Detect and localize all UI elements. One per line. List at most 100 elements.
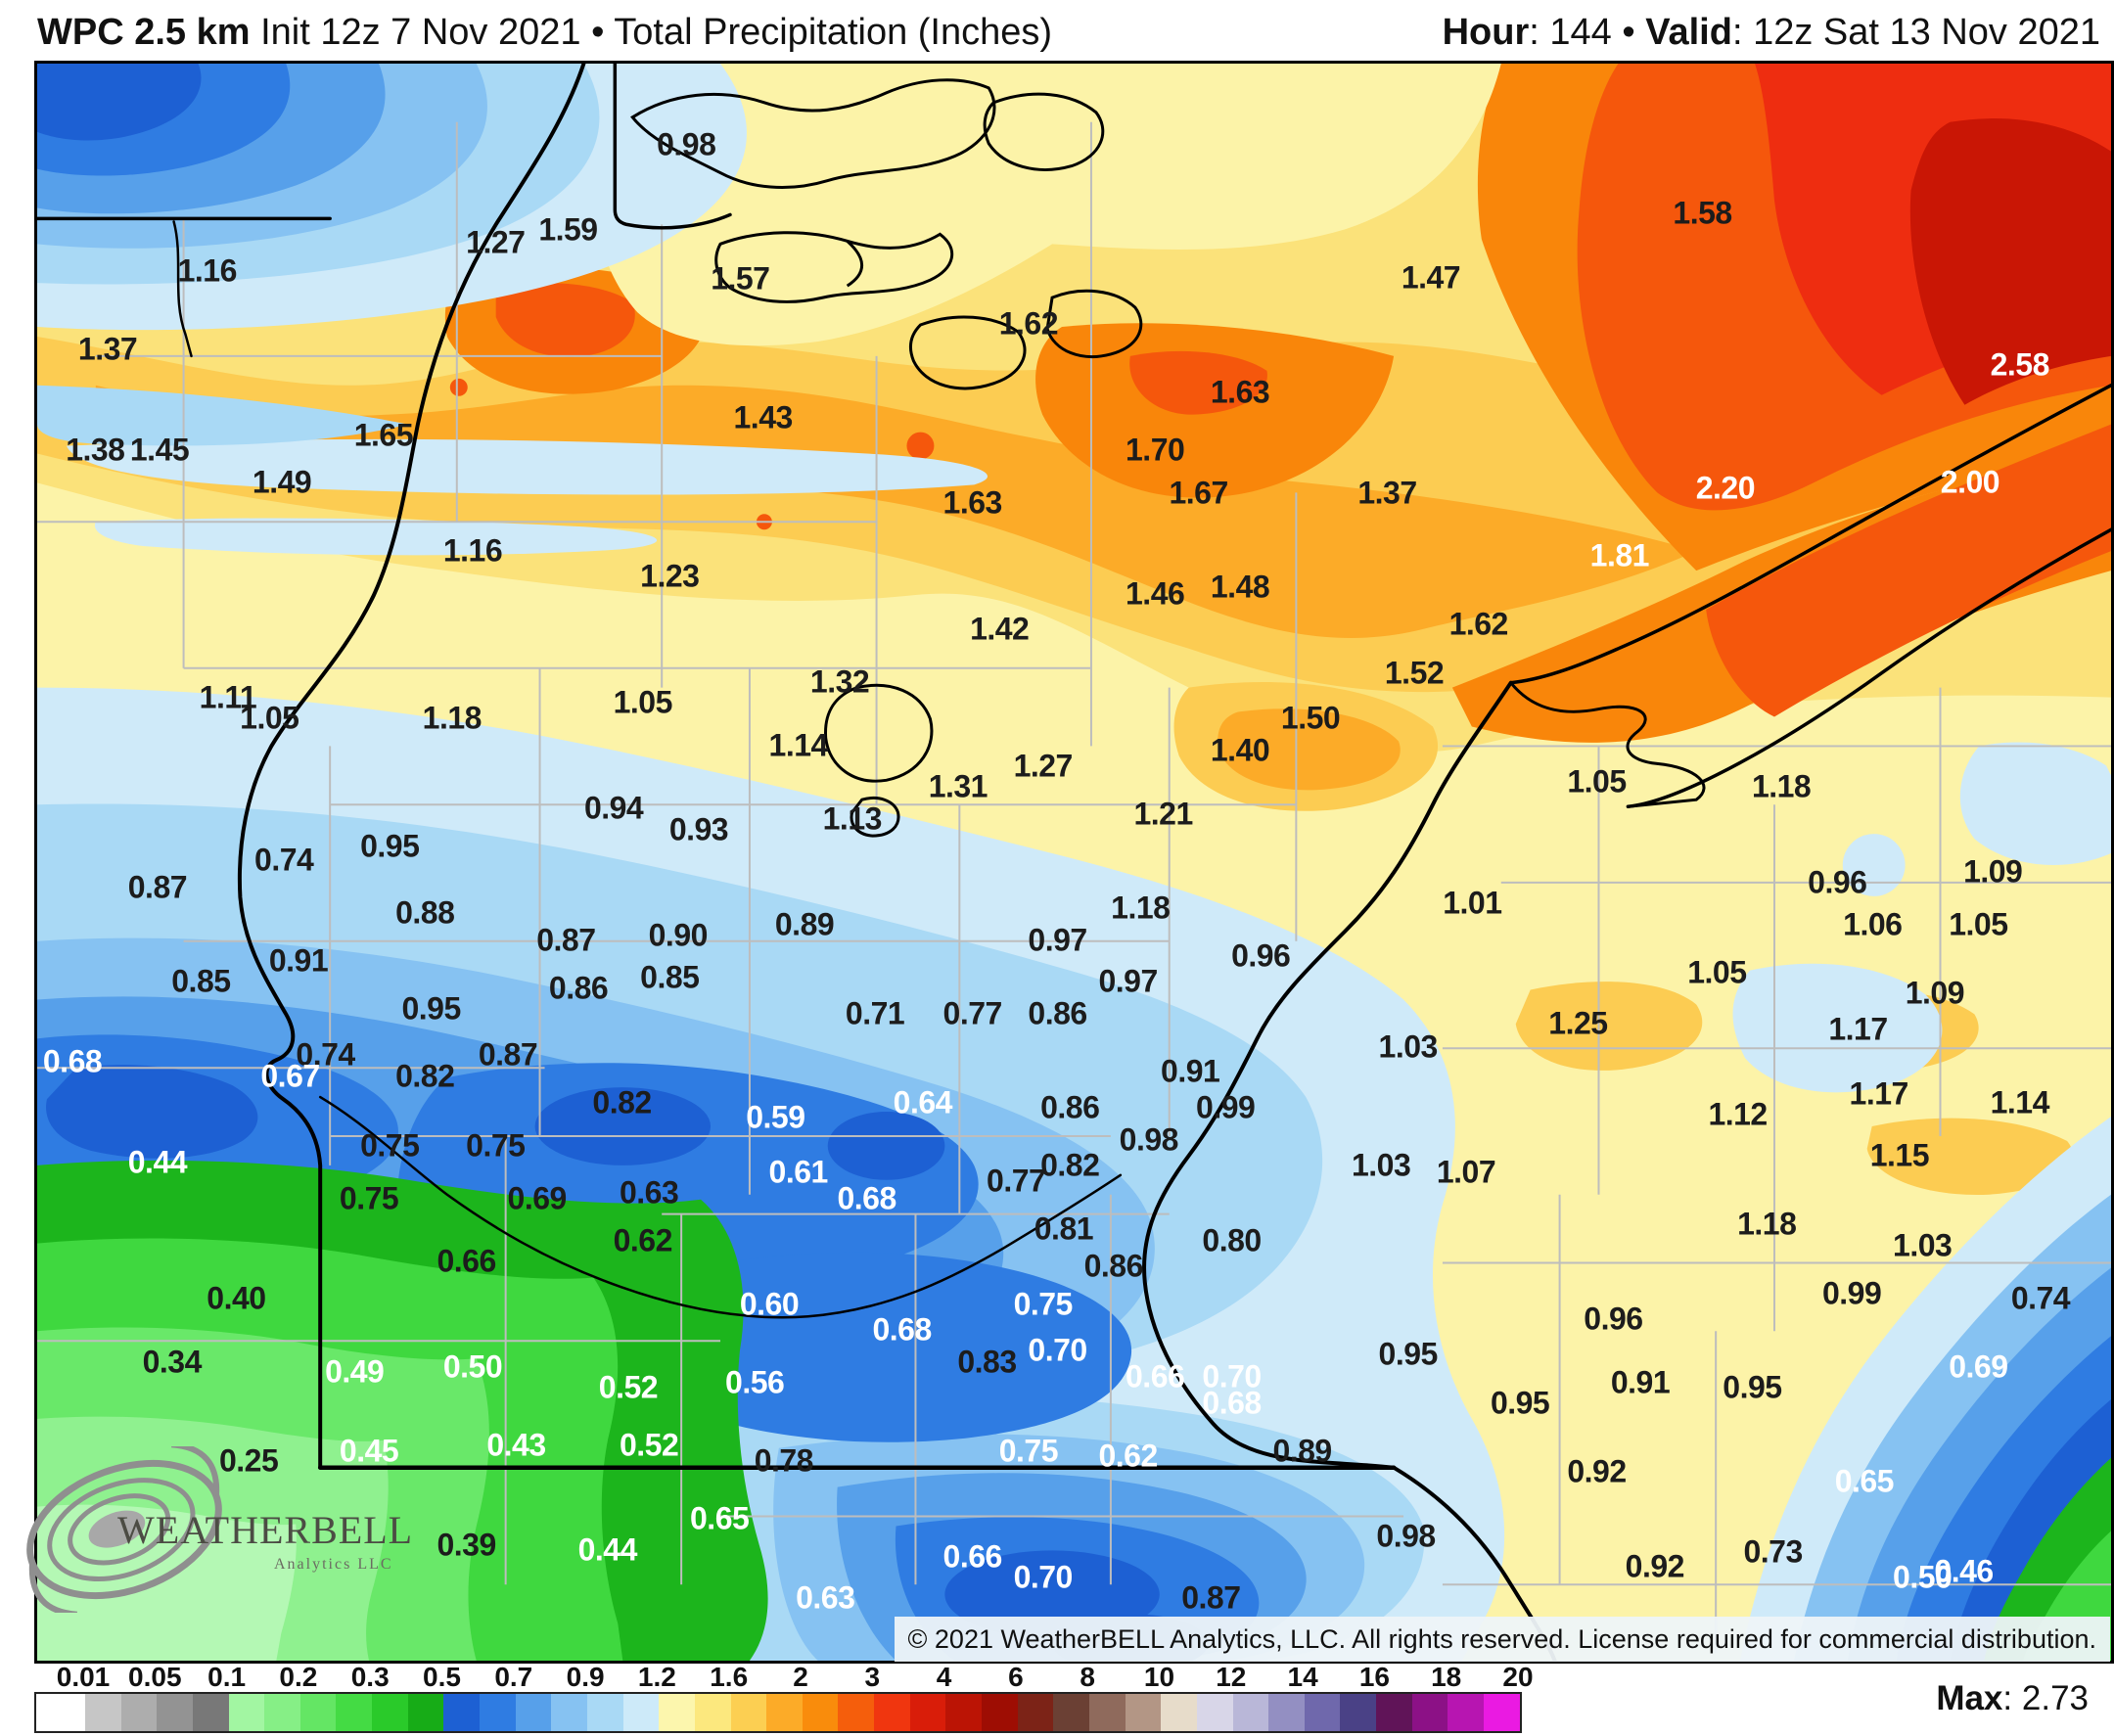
precip-value-label: 1.49 xyxy=(252,464,312,500)
precip-value-label: 1.09 xyxy=(1905,975,1965,1011)
precip-value-label: 1.42 xyxy=(970,611,1030,647)
legend-cell xyxy=(299,1694,337,1731)
legend-cell xyxy=(622,1694,660,1731)
colon: : xyxy=(1731,12,1743,53)
precip-value-label: 0.56 xyxy=(725,1364,785,1400)
colon: : xyxy=(1529,12,1540,53)
legend-cell xyxy=(659,1694,695,1731)
precip-value-label: 0.68 xyxy=(872,1311,932,1348)
legend-cell xyxy=(228,1694,265,1731)
precip-value-label: 0.96 xyxy=(1584,1301,1643,1337)
precip-value-label: 0.95 xyxy=(401,990,461,1027)
precip-value-label: 1.05 xyxy=(613,684,673,720)
legend-tick: 14 xyxy=(1287,1662,1318,1692)
precip-value-label: 1.62 xyxy=(998,305,1059,342)
precip-value-label: 0.61 xyxy=(768,1154,829,1190)
lake-outlines xyxy=(630,78,1143,838)
precip-value-label: 1.18 xyxy=(1751,768,1812,804)
precip-value-label: 0.71 xyxy=(845,995,905,1031)
precip-value-label: 0.91 xyxy=(1161,1053,1220,1089)
precip-value-label: 0.49 xyxy=(325,1353,385,1390)
precip-value-label: 0.74 xyxy=(254,842,314,878)
precip-value-label: 0.74 xyxy=(2010,1280,2071,1316)
precip-value-label: 0.87 xyxy=(127,869,188,905)
county-lines xyxy=(37,121,2111,1654)
precip-value-label: 0.70 xyxy=(1013,1559,1074,1595)
precip-value-label: 1.15 xyxy=(1869,1137,1930,1173)
legend-tick: 0.7 xyxy=(494,1662,533,1692)
precip-value-label: 0.86 xyxy=(1028,995,1087,1031)
legend-cell xyxy=(1232,1694,1269,1731)
valid-time-info: Hour: 144 • Valid: 12z Sat 13 Nov 2021 xyxy=(1443,12,2100,54)
legend-tick: 18 xyxy=(1431,1662,1462,1692)
legend-cell xyxy=(945,1694,983,1731)
init-time: Init 12z 7 Nov 2021 xyxy=(260,12,581,53)
precip-value-label: 1.17 xyxy=(1849,1075,1909,1112)
legend-cell xyxy=(336,1694,373,1731)
precip-value-label: 1.05 xyxy=(1687,954,1747,990)
precip-value-label: 0.69 xyxy=(507,1180,568,1216)
precip-value-label: 1.14 xyxy=(1990,1084,2050,1120)
legend-cell xyxy=(480,1694,516,1731)
precip-value-label: 0.78 xyxy=(754,1442,814,1479)
precip-value-label: 1.21 xyxy=(1133,796,1193,832)
precip-value-label: 0.50 xyxy=(1893,1559,1953,1595)
valid-label: Valid xyxy=(1645,12,1732,53)
precip-value-label: 1.37 xyxy=(1357,475,1417,511)
precip-value-label: 1.16 xyxy=(177,252,238,289)
precip-value-label: 0.91 xyxy=(268,942,329,979)
precip-value-label: 0.96 xyxy=(1808,864,1867,900)
precip-value-label: 0.90 xyxy=(648,917,709,953)
product-title: WPC 2.5 km Init 12z 7 Nov 2021 • Total P… xyxy=(37,12,1052,54)
precip-value-label: 1.25 xyxy=(1548,1005,1608,1041)
precip-value-label: 0.98 xyxy=(657,126,716,162)
precip-value-label: 0.81 xyxy=(1034,1211,1094,1247)
legend-tick-labels: 0.01 0.05 0.1 0.2 0.3 0.5 0.7 0.9 1.2 1.6 2 3 4 6 8 10 1… xyxy=(34,1662,1561,1692)
copyright-notice: © 2021 WeatherBELL Analytics, LLC. All r… xyxy=(894,1617,2110,1662)
precip-value-label: 1.50 xyxy=(1280,700,1341,736)
precip-value-label: 0.64 xyxy=(893,1084,953,1120)
legend-cell xyxy=(36,1694,85,1731)
precip-value-label: 0.40 xyxy=(207,1280,266,1316)
hour-label: Hour xyxy=(1442,12,1530,53)
precip-value-label: 0.65 xyxy=(1834,1463,1895,1499)
max-value-readout: Max: 2.73 xyxy=(1936,1679,2089,1718)
precip-value-label: 0.75 xyxy=(339,1180,399,1216)
precip-value-label: 0.95 xyxy=(1378,1336,1439,1372)
precip-value-label: 0.70 xyxy=(1202,1358,1262,1393)
precip-value-label: 0.62 xyxy=(613,1222,673,1258)
legend-cell xyxy=(982,1694,1018,1731)
precip-value-label: 1.01 xyxy=(1443,885,1502,921)
legend-cell xyxy=(264,1694,300,1731)
bullet-separator: • xyxy=(1622,12,1635,53)
legend-cell xyxy=(85,1694,121,1731)
precip-value-label: 0.92 xyxy=(1567,1453,1627,1489)
legend-cell xyxy=(120,1694,158,1731)
precip-value-label: 0.68 xyxy=(42,1043,103,1079)
precip-value-label: 1.63 xyxy=(942,484,1003,521)
precip-value-label: 0.95 xyxy=(1490,1385,1550,1421)
precip-value-label: 1.37 xyxy=(77,331,138,367)
precip-value-label: 1.18 xyxy=(1737,1206,1797,1242)
precip-value-label: 0.62 xyxy=(1098,1438,1158,1474)
precip-value-label: 1.47 xyxy=(1401,259,1461,296)
precip-value-label: 0.77 xyxy=(987,1163,1046,1199)
legend-tick: 1.6 xyxy=(710,1662,749,1692)
legend-tick: 6 xyxy=(1008,1662,1024,1692)
precip-value-label: 1.59 xyxy=(538,211,598,248)
legend-tick: 20 xyxy=(1502,1662,1534,1692)
precip-value-label: 1.13 xyxy=(822,800,883,837)
precip-value-label: 0.74 xyxy=(296,1036,355,1073)
precip-value-label: 0.99 xyxy=(1196,1089,1256,1125)
precip-value-label: 1.67 xyxy=(1169,475,1228,511)
precip-value-label: 2.20 xyxy=(1695,470,1756,506)
precip-value-label: 0.66 xyxy=(942,1538,1003,1575)
precip-value-label: 1.23 xyxy=(640,558,700,594)
legend-cell xyxy=(766,1694,803,1731)
precip-value-label: 0.92 xyxy=(1625,1548,1685,1584)
precip-value-label: 0.43 xyxy=(486,1427,546,1463)
legend-cell xyxy=(1017,1694,1054,1731)
max-label: Max xyxy=(1936,1679,2003,1717)
precip-value-label: 1.03 xyxy=(1351,1147,1411,1183)
legend-tick: 0.05 xyxy=(128,1662,182,1692)
